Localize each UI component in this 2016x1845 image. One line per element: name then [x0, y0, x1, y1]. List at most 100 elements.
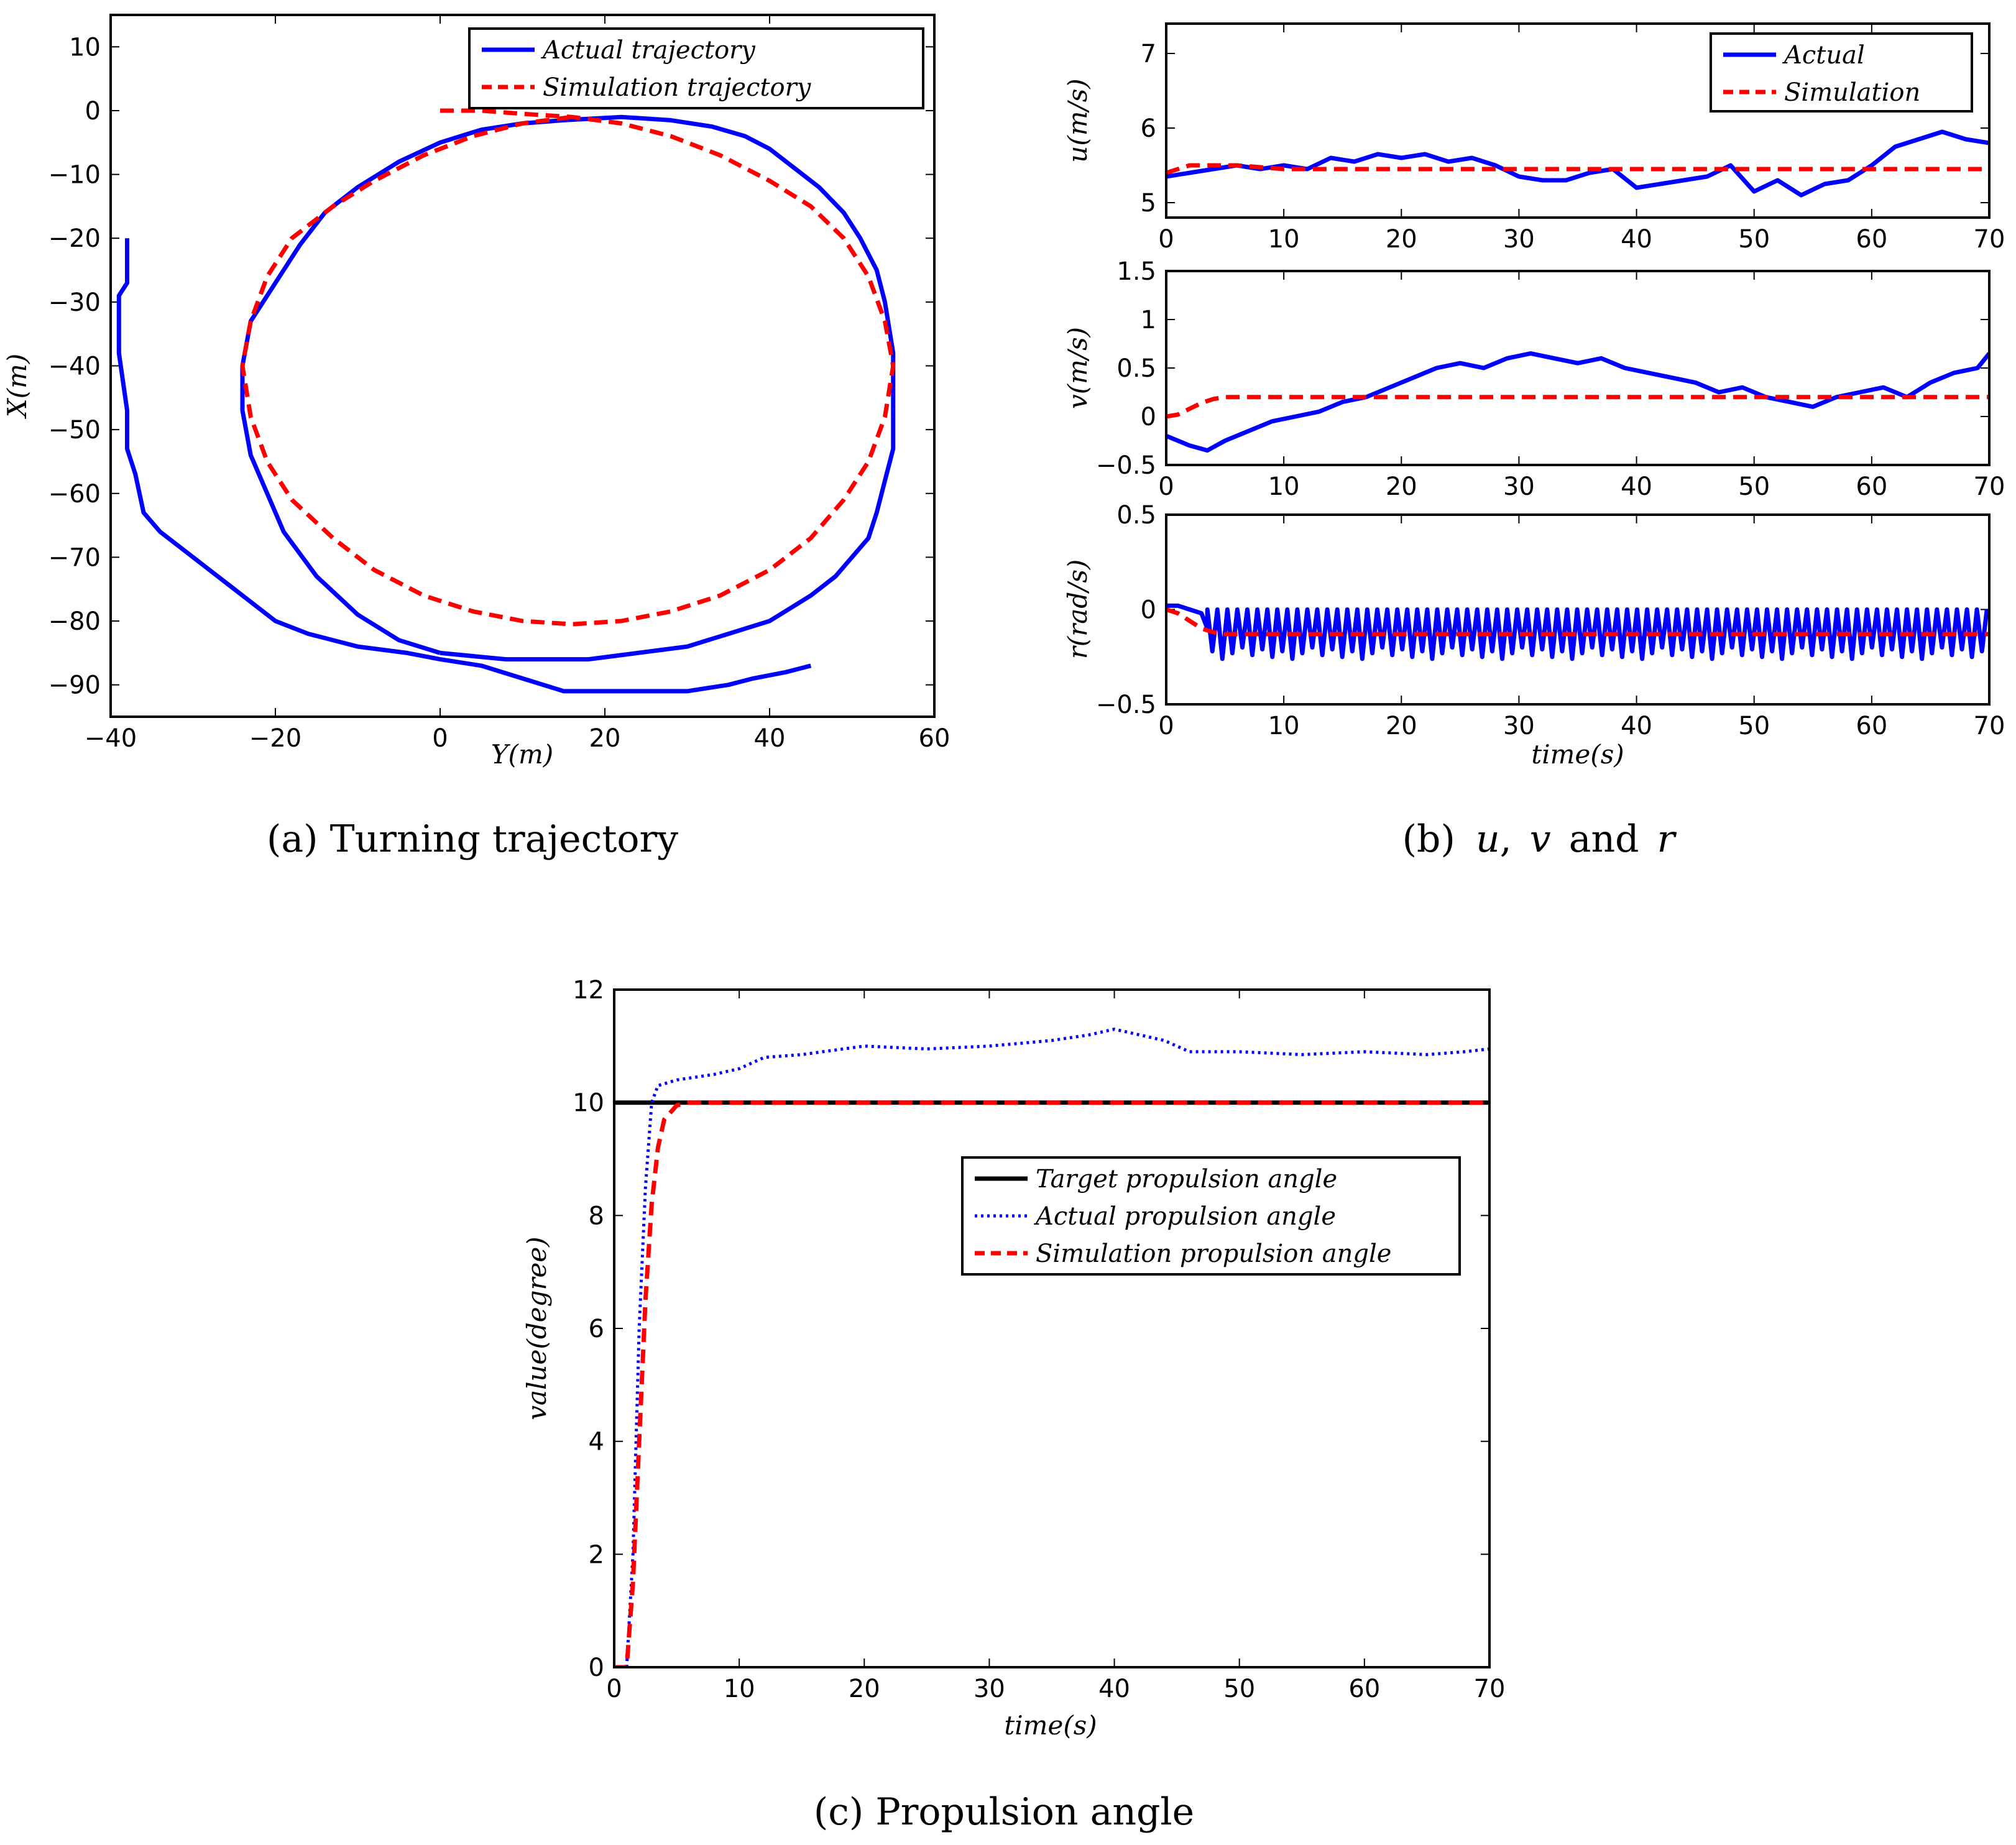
y-tick-label: 5 [1141, 189, 1156, 218]
plot-area [1166, 603, 1989, 661]
y-tick-label: −50 [48, 416, 101, 444]
chart-propulsion-angle: 0 10 20 30 40 50 60 70121086420time(s)value(deg… [522, 976, 1505, 1741]
series-line-actual [1166, 351, 1989, 453]
series-line-simulation-propulsion-angle [614, 1100, 1489, 1667]
legend: Target propulsion angle Actual propulsion… [961, 1156, 1461, 1276]
y-tick-label: 6 [589, 1315, 604, 1343]
plot-area [116, 108, 896, 694]
legend-entry-label: Actual [1782, 41, 1865, 70]
x-axis-label: Y(m) [491, 739, 553, 770]
y-tick-label: 8 [589, 1202, 604, 1230]
y-axis-label: value(degree) [522, 1236, 552, 1420]
y-tick-label: −80 [48, 607, 101, 636]
caption-b: (b) u, v and r [1402, 817, 1677, 861]
series-line-simulation-trajectory [240, 108, 896, 627]
legend-box [1710, 32, 1973, 113]
series-line-actual-trajectory [116, 238, 812, 694]
legend-box [961, 1156, 1461, 1276]
x-tick-label: 30 [973, 1675, 1005, 1703]
caption-b-sep1: , [1500, 817, 1512, 861]
chart-u-velocity: 0 10 20 30 40 50 60 70 7 6 5 u(m/s) Actual Simulation [1062, 22, 2005, 254]
legend-entry-label: Simulation [1784, 78, 1920, 107]
x-tick-label: −20 [249, 724, 301, 753]
x-tick-label: 60 [1348, 1675, 1380, 1703]
y-axis-label: r(rad/s) [1062, 559, 1093, 660]
y-tick-label: 7 [1141, 40, 1156, 68]
x-tick-label: 20 [589, 724, 621, 753]
x-tick-label: 40 [754, 724, 786, 753]
series-line-simulation [1166, 395, 1989, 419]
series-line-actual-trajectory-loop- [240, 114, 896, 662]
y-tick-label: 1 [1141, 306, 1156, 334]
x-tick-label: 40 [1621, 225, 1652, 254]
y-tick-label: −10 [48, 161, 101, 190]
y-tick-label: 0 [1141, 596, 1156, 625]
x-axis-label: time(s) [1004, 1710, 1097, 1741]
caption-b-and: and [1569, 817, 1639, 861]
legend-entry-label: Simulation trajectory [543, 73, 812, 102]
x-tick-label: 10 [1268, 712, 1300, 740]
x-tick-label: 60 [919, 724, 950, 753]
x-tick-label: 30 [1503, 472, 1535, 501]
legend: Actual trajectory Simulation trajectory [468, 27, 924, 109]
x-tick-label: 30 [1503, 712, 1535, 740]
y-tick-label: 1.5 [1116, 257, 1156, 286]
axes-frame [1165, 513, 1991, 706]
plot-area [1166, 129, 1989, 198]
legend-entry-label: Simulation propulsion angle [1036, 1240, 1391, 1268]
x-tick-label: 30 [1503, 225, 1535, 254]
y-tick-label: 10 [573, 1089, 604, 1118]
x-tick-label: 40 [1098, 1675, 1130, 1703]
x-tick-label: 60 [1856, 225, 1887, 254]
y-tick-label: −0.5 [1096, 451, 1156, 480]
y-tick-label: −40 [48, 352, 101, 381]
x-tick-label: 20 [1386, 712, 1417, 740]
x-tick-label: 10 [1268, 225, 1300, 254]
y-tick-label: −30 [48, 288, 101, 317]
axes-frame [109, 14, 936, 718]
x-tick-label: 0 [432, 724, 448, 753]
x-tick-label: 70 [1974, 225, 2005, 254]
y-tick-label: −60 [48, 480, 101, 508]
series-line-simulation [1166, 163, 1989, 175]
x-tick-label: 10 [724, 1675, 755, 1703]
x-tick-label: 0 [1158, 225, 1174, 254]
x-tick-label: 60 [1856, 712, 1887, 740]
x-tick-label: 0 [606, 1675, 622, 1703]
x-tick-label: 50 [1223, 1675, 1255, 1703]
legend-entry-label: Actual propulsion angle [1033, 1202, 1336, 1231]
x-tick-label: 70 [1974, 472, 2005, 501]
x-tick-label: 20 [849, 1675, 880, 1703]
x-tick-label: −40 [85, 724, 137, 753]
y-tick-label: −70 [48, 543, 101, 572]
plot-area [1166, 351, 1989, 453]
y-tick-label: 0 [589, 1654, 604, 1682]
y-tick-label: 0.5 [1116, 354, 1156, 383]
x-tick-label: 0 [1158, 472, 1174, 501]
y-tick-label: 10 [69, 33, 101, 62]
caption-b-prefix: (b) [1402, 817, 1455, 861]
x-tick-label: 0 [1158, 712, 1174, 740]
caption-a: (a) Turning trajectory [267, 817, 678, 861]
y-tick-label: 2 [589, 1540, 604, 1569]
x-tick-label: 70 [1474, 1675, 1506, 1703]
caption-c: (c) Propulsion angle [814, 1790, 1194, 1834]
y-tick-label: −20 [48, 224, 101, 253]
y-tick-label: 4 [589, 1428, 604, 1456]
x-tick-label: 40 [1621, 472, 1652, 501]
legend-box [468, 27, 924, 109]
y-tick-label: 0 [85, 97, 101, 126]
x-tick-label: 50 [1738, 472, 1770, 501]
x-tick-label: 10 [1268, 472, 1300, 501]
x-tick-label: 20 [1386, 225, 1417, 254]
axes-frame [1165, 270, 1991, 466]
y-axis-label: v(m/s) [1062, 327, 1093, 409]
axes-frame [1165, 22, 1991, 219]
y-axis-label: u(m/s) [1062, 78, 1093, 162]
y-tick-label: 0 [1141, 403, 1156, 431]
legend-entry-label: Target propulsion angle [1036, 1165, 1337, 1194]
series-line-actual [1166, 603, 1989, 661]
x-tick-label: 50 [1738, 225, 1770, 254]
